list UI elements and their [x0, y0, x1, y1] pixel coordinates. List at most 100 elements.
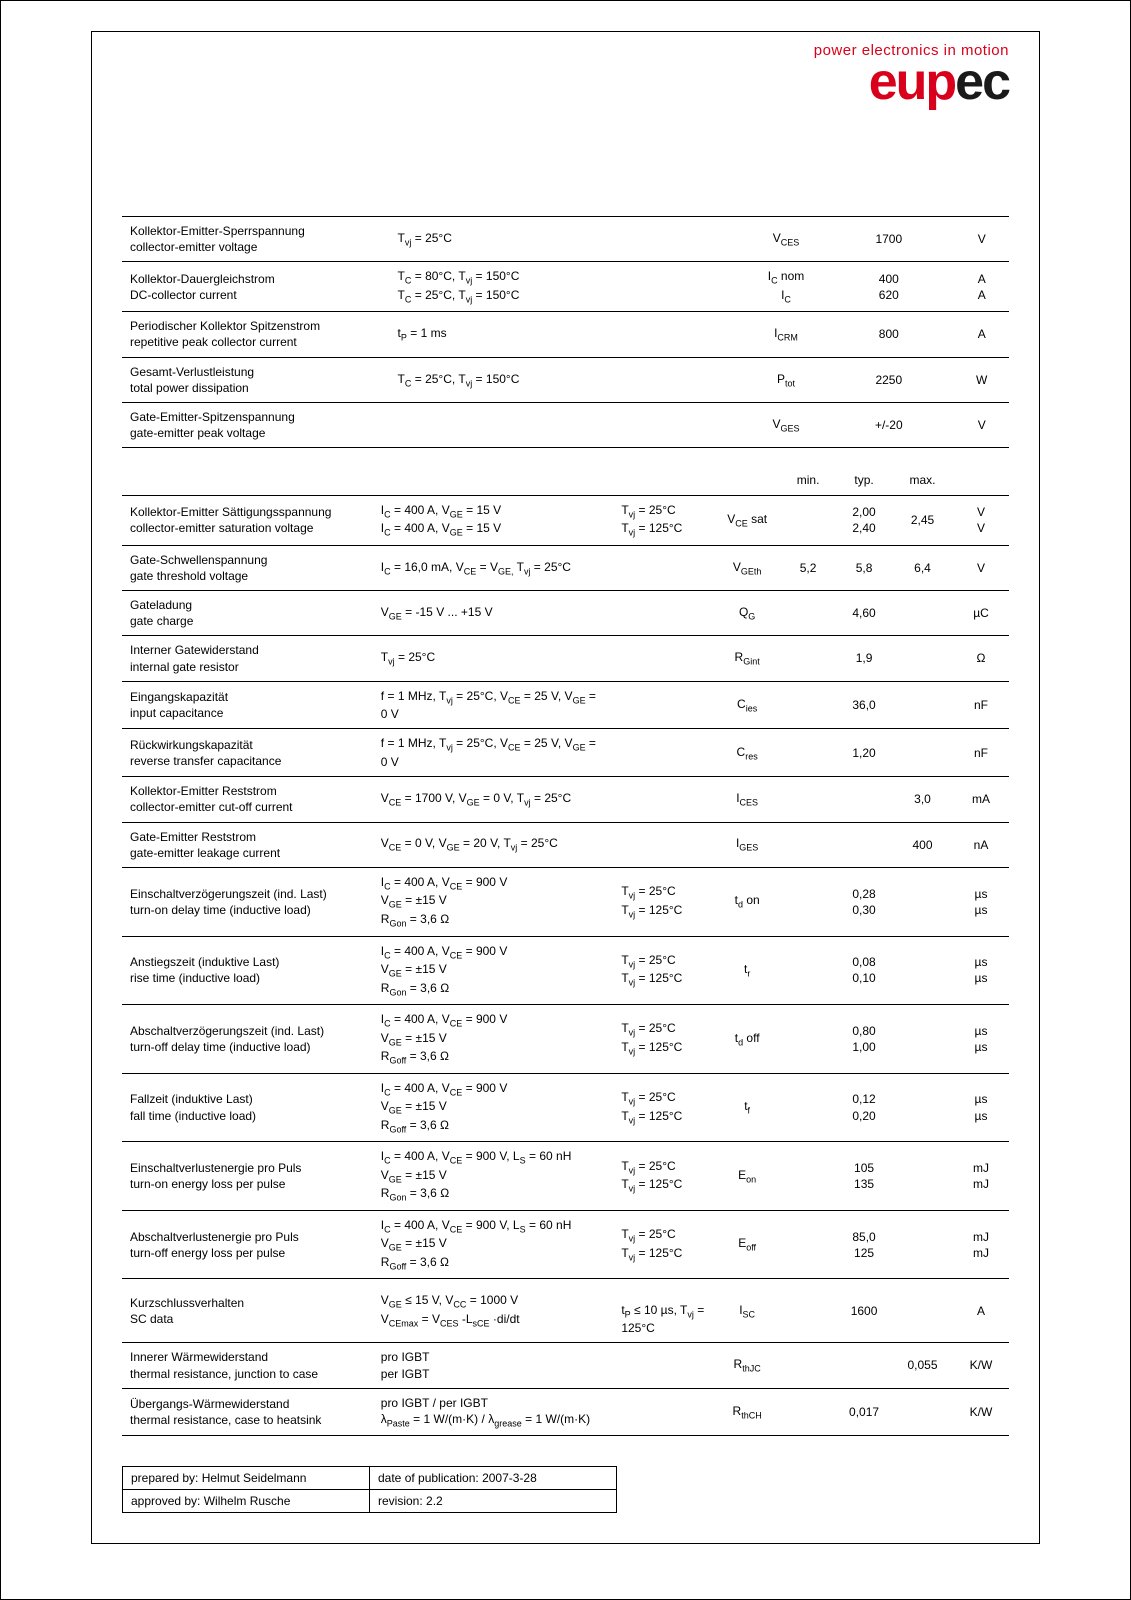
max-cell — [892, 1388, 953, 1436]
param-cell: Kollektor-Emitter Reststromcollector-emi… — [122, 777, 373, 822]
max-cell — [892, 936, 953, 1005]
condition2-cell — [613, 681, 714, 729]
unit-cell: A — [953, 1279, 1009, 1343]
symbol-cell: RthJC — [714, 1343, 780, 1388]
min-cell — [780, 1279, 836, 1343]
typ-cell: 105135 — [836, 1142, 892, 1211]
condition-cell: TC = 80°C, Tvj = 150°CTC = 25°C, Tvj = 1… — [390, 262, 749, 312]
value-cell: +/-20 — [823, 402, 954, 447]
unit-cell: µC — [953, 590, 1009, 635]
max-cell — [892, 590, 953, 635]
symbol-cell: tr — [714, 936, 780, 1005]
param-cell: Gateladunggate charge — [122, 590, 373, 635]
char-row: Übergangs-Wärmewiderstandthermal resista… — [122, 1388, 1009, 1436]
param-cell: Periodischer Kollektor Spitzenstromrepet… — [122, 312, 390, 357]
condition-cell: TC = 25°C, Tvj = 150°C — [390, 357, 749, 402]
condition-cell: IC = 400 A, VCE = 900 VVGE = ±15 VRGon =… — [373, 867, 614, 936]
param-cell: Interner Gatewiderstandinternal gate res… — [122, 636, 373, 681]
unit-cell: V — [954, 216, 1009, 261]
condition-cell: f = 1 MHz, Tvj = 25°C, VCE = 25 V, VGE =… — [373, 729, 614, 777]
condition-cell: IC = 400 A, VCE = 900 VVGE = ±15 VRGoff … — [373, 1073, 614, 1142]
condition2-cell — [613, 1343, 714, 1388]
min-cell — [780, 1142, 836, 1211]
footer-row-2: approved by: Wilhelm Rusche revision: 2.… — [123, 1490, 617, 1513]
symbol-cell: IGES — [714, 822, 780, 867]
param-cell: Gate-Emitter Reststromgate-emitter leaka… — [122, 822, 373, 867]
param-cell: Rückwirkungskapazitätreverse transfer ca… — [122, 729, 373, 777]
unit-cell: V — [953, 545, 1009, 590]
condition2-cell — [613, 729, 714, 777]
condition2-cell: Tvj = 25°CTvj = 125°C — [613, 936, 714, 1005]
param-cell: Fallzeit (induktive Last)fall time (indu… — [122, 1073, 373, 1142]
typ-cell — [836, 777, 892, 822]
unit-cell: AA — [954, 262, 1009, 312]
unit-cell: mA — [953, 777, 1009, 822]
char-row: Abschaltverzögerungszeit (ind. Last)turn… — [122, 1005, 1009, 1074]
unit-cell: nF — [953, 681, 1009, 729]
min-cell — [780, 729, 836, 777]
max-cell: 3,0 — [892, 777, 953, 822]
min-cell — [780, 1073, 836, 1142]
symbol-cell: VGEth — [714, 545, 780, 590]
value-cell: 800 — [823, 312, 954, 357]
char-row: Einschaltverzögerungszeit (ind. Last)tur… — [122, 867, 1009, 936]
unit-cell: µsµs — [953, 936, 1009, 1005]
min-cell — [780, 495, 836, 545]
header-min: min. — [780, 466, 836, 495]
typ-cell: 0,801,00 — [836, 1005, 892, 1074]
approved-by-cell: approved by: Wilhelm Rusche — [123, 1490, 370, 1513]
char-header-row: min.typ.max. — [122, 466, 1009, 495]
condition2-cell — [613, 636, 714, 681]
param-cell: Gate-Emitter-Spitzenspannunggate-emitter… — [122, 402, 390, 447]
char-row: Gate-Schwellenspannunggate threshold vol… — [122, 545, 1009, 590]
char-row: Kollektor-Emitter Sättigungsspannungcoll… — [122, 495, 1009, 545]
unit-cell: K/W — [953, 1343, 1009, 1388]
typ-cell: 1,9 — [836, 636, 892, 681]
max-cell — [892, 1073, 953, 1142]
min-cell — [780, 777, 836, 822]
ratings-row: Periodischer Kollektor Spitzenstromrepet… — [122, 312, 1009, 357]
param-cell: Anstiegszeit (induktive Last)rise time (… — [122, 936, 373, 1005]
unit-cell: nF — [953, 729, 1009, 777]
condition-cell: IC = 16,0 mA, VCE = VGE, Tvj = 25°C — [373, 545, 614, 590]
typ-cell — [836, 1343, 892, 1388]
min-cell — [780, 681, 836, 729]
ratings-row: Kollektor-Emitter-Sperrspannungcollector… — [122, 216, 1009, 261]
unit-cell: W — [954, 357, 1009, 402]
char-row: Innerer Wärmewiderstandthermal resistanc… — [122, 1343, 1009, 1388]
condition2-cell: Tvj = 25°CTvj = 125°C — [613, 867, 714, 936]
char-row: KurzschlussverhaltenSC dataVGE ≤ 15 V, V… — [122, 1279, 1009, 1343]
logo-word-red: eup — [869, 53, 955, 111]
symbol-cell: VCE sat — [714, 495, 780, 545]
param-cell: Innerer Wärmewiderstandthermal resistanc… — [122, 1343, 373, 1388]
max-cell — [892, 636, 953, 681]
param-cell: KurzschlussverhaltenSC data — [122, 1279, 373, 1343]
max-cell: 2,45 — [892, 495, 953, 545]
typ-cell: 1600 — [836, 1279, 892, 1343]
unit-cell: VV — [953, 495, 1009, 545]
header-typ: typ. — [836, 466, 892, 495]
max-cell — [892, 1210, 953, 1279]
condition2-cell: Tvj = 25°CTvj = 125°C — [613, 495, 714, 545]
param-cell: Kollektor-Emitter Sättigungsspannungcoll… — [122, 495, 373, 545]
logo-word: eupec — [122, 59, 1009, 106]
header-blank — [122, 466, 373, 495]
revision-cell: revision: 2.2 — [370, 1490, 617, 1513]
max-cell: 400 — [892, 822, 953, 867]
symbol-cell: Ptot — [749, 357, 823, 402]
unit-cell: µsµs — [953, 1073, 1009, 1142]
condition-cell — [390, 402, 749, 447]
char-row: Interner Gatewiderstandinternal gate res… — [122, 636, 1009, 681]
typ-cell: 2,002,40 — [836, 495, 892, 545]
prepared-by-cell: prepared by: Helmut Seidelmann — [123, 1467, 370, 1490]
condition-cell: VCE = 1700 V, VGE = 0 V, Tvj = 25°C — [373, 777, 614, 822]
min-cell — [780, 822, 836, 867]
param-cell: Kollektor-DauergleichstromDC-collector c… — [122, 262, 390, 312]
max-cell — [892, 1279, 953, 1343]
ratings-row: Gesamt-Verlustleistungtotal power dissip… — [122, 357, 1009, 402]
min-cell — [780, 636, 836, 681]
symbol-cell: RthCH — [714, 1388, 780, 1436]
max-cell — [892, 681, 953, 729]
typ-cell: 4,60 — [836, 590, 892, 635]
symbol-cell: QG — [714, 590, 780, 635]
